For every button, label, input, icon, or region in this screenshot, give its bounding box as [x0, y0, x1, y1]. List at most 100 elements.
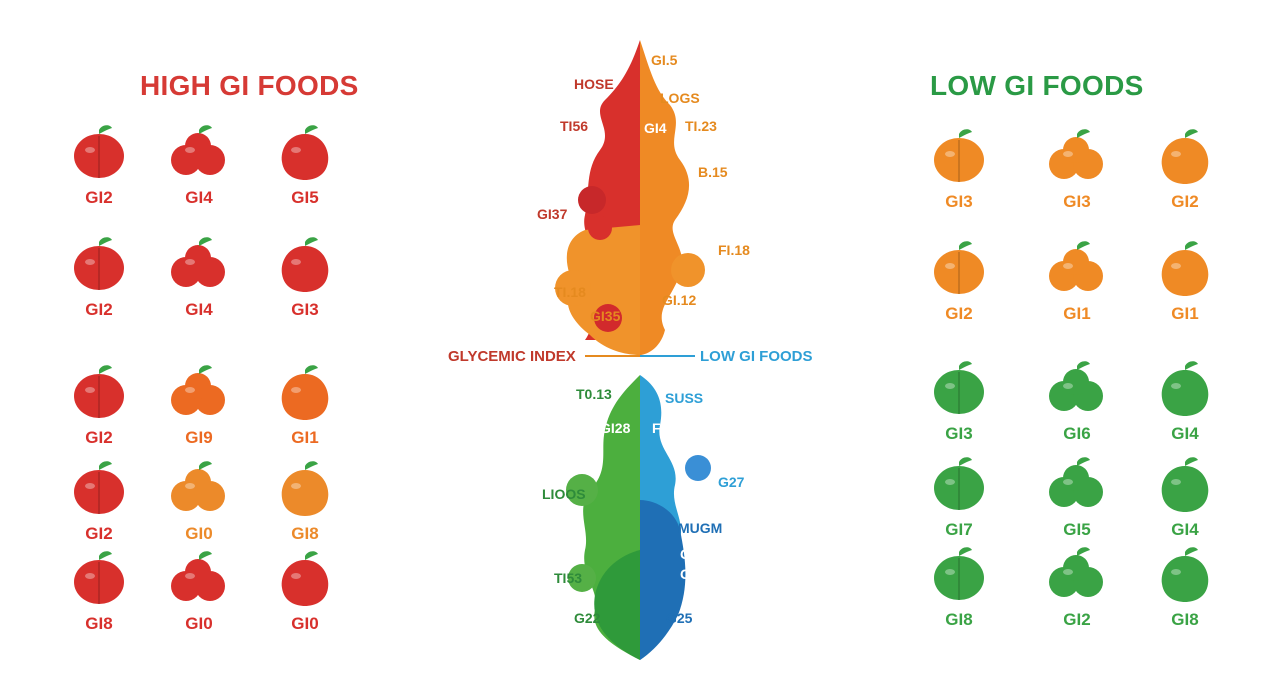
low-gi-title: LOW GI FOODS	[930, 70, 1144, 101]
gi-label: GI1	[291, 428, 319, 447]
center-tag-bottom-4: G27	[718, 474, 745, 490]
center-tag-top-10: GI.12	[662, 292, 697, 308]
high-gi-food-item: GI2	[44, 362, 154, 448]
high-gi-food-item: GI9	[144, 362, 254, 448]
high-gi-title: HIGH GI FOODS	[140, 70, 359, 101]
low-gi-food-item: GI3	[1022, 126, 1132, 212]
low-gi-food-item: GI8	[904, 544, 1014, 630]
high-gi-food-item: GI2	[44, 122, 154, 208]
high-gi-food-item: GI8	[44, 548, 154, 634]
fruit-icon	[1161, 361, 1209, 416]
center-tag-top-11: GI35	[590, 308, 621, 324]
high-gi-food-item: GI5	[250, 122, 360, 208]
fruit-icon	[281, 237, 329, 292]
gi-label: GI2	[85, 428, 113, 447]
center-tag-top-9: TI.18	[554, 284, 586, 300]
gi-label: GI8	[945, 610, 973, 629]
center-tag-top-2: LOGS	[660, 90, 700, 106]
gi-label: GI7	[945, 520, 973, 539]
low-gi-food-item: GI8	[1130, 544, 1240, 630]
fruit-circle-7	[566, 474, 598, 506]
gi-label: GI3	[291, 300, 319, 319]
fruit-icon	[1049, 129, 1103, 179]
center-tag-bottom-9: TI53	[554, 570, 583, 586]
gi-label: GI8	[85, 614, 113, 633]
center-tag-bottom-5: LIOOS	[542, 486, 586, 502]
gi-label: GI2	[945, 304, 973, 323]
fruit-circle-6	[685, 455, 711, 481]
gi-label: GI2	[1063, 610, 1091, 629]
center-tag-bottom-11: G25	[666, 610, 693, 626]
fruit-icon	[171, 461, 225, 511]
fruit-icon	[1049, 457, 1103, 507]
dark-blue-band	[640, 500, 686, 660]
low-gi-food-item: GI4	[1130, 454, 1240, 540]
gi-label: GI2	[85, 300, 113, 319]
gi-label: GI2	[85, 524, 113, 543]
high-gi-food-item: GI0	[250, 548, 360, 634]
gi-label: GI4	[185, 300, 213, 319]
low-gi-food-item: GI3	[904, 358, 1014, 444]
gi-label: GI2	[1171, 192, 1199, 211]
fruit-icon	[171, 365, 225, 415]
center-tag-bottom-7: GI0	[680, 546, 703, 562]
low-gi-food-item: GI5	[1022, 454, 1132, 540]
fruit-icon	[934, 129, 984, 182]
fruit-icon	[1161, 547, 1209, 602]
gi-label: GI3	[945, 424, 973, 443]
gi-label: GI0	[185, 614, 213, 633]
center-tag-bottom-6: MUGM	[678, 520, 723, 536]
gi-label: GI8	[1171, 610, 1199, 629]
low-gi-food-item: GI2	[904, 238, 1014, 324]
center-tag-bottom-0: T0.13	[576, 386, 612, 402]
center-tag-bottom-10: G22	[574, 610, 601, 626]
low-gi-food-item: GI4	[1130, 358, 1240, 444]
gi-label: GI0	[185, 524, 213, 543]
glycemic-index-diagram: GI.5 HOSE LOGS TI56 GI4 TI.23 B.15 GI37 FI.18 TI.…	[440, 30, 840, 670]
fruit-circle-5	[671, 253, 705, 287]
gi-label: GI4	[185, 188, 213, 207]
high-gi-food-item: GI0	[144, 458, 254, 544]
low-gi-food-item: GI1	[1022, 238, 1132, 324]
gi-label: GI1	[1171, 304, 1199, 323]
center-tag-bottom-1: SUSS	[665, 390, 704, 406]
fruit-icon	[171, 551, 225, 601]
center-tag-bottom-8: GI8	[680, 566, 703, 582]
fruit-circle-3	[555, 270, 591, 306]
gi-label: GI0	[291, 614, 319, 633]
center-tag-top-6: B.15	[698, 164, 728, 180]
fruit-icon	[1161, 129, 1209, 184]
gi-label: GI3	[945, 192, 973, 211]
center-tag-top-0: GI.5	[651, 52, 678, 68]
fruit-icon	[934, 241, 984, 294]
fruit-icon	[171, 237, 225, 287]
high-gi-food-item: GI0	[144, 548, 254, 634]
fruit-icon	[74, 365, 124, 418]
center-tag-top-4: GI4	[644, 120, 667, 136]
center-tag-bottom-3: FI8	[652, 420, 673, 436]
gi-label: GI6	[1063, 424, 1091, 443]
center-tag-top-7: GI37	[537, 206, 568, 222]
fruit-icon	[281, 125, 329, 180]
fruit-icon	[74, 461, 124, 514]
gi-label: GI9	[185, 428, 213, 447]
high-gi-food-item: GI2	[44, 458, 154, 544]
split-blob-shape	[555, 40, 711, 660]
fruit-circle-1	[578, 186, 606, 214]
low-gi-food-item: GI1	[1130, 238, 1240, 324]
fruit-icon	[74, 551, 124, 604]
center-tag-top-5: TI.23	[685, 118, 717, 134]
high-gi-food-item: GI3	[250, 234, 360, 320]
low-gi-food-item: GI2	[1130, 126, 1240, 212]
low-gi-food-item: GI7	[904, 454, 1014, 540]
fruit-circle-4	[594, 304, 622, 332]
high-gi-food-item: GI8	[250, 458, 360, 544]
high-gi-food-item: GI4	[144, 122, 254, 208]
fruit-icon	[74, 125, 124, 178]
gi-label: GI8	[291, 524, 319, 543]
low-gi-food-item: GI3	[904, 126, 1014, 212]
fruit-icon	[934, 547, 984, 600]
gi-label: GI4	[1171, 424, 1199, 443]
high-gi-food-item: GI1	[250, 362, 360, 448]
gi-label: GI3	[1063, 192, 1091, 211]
